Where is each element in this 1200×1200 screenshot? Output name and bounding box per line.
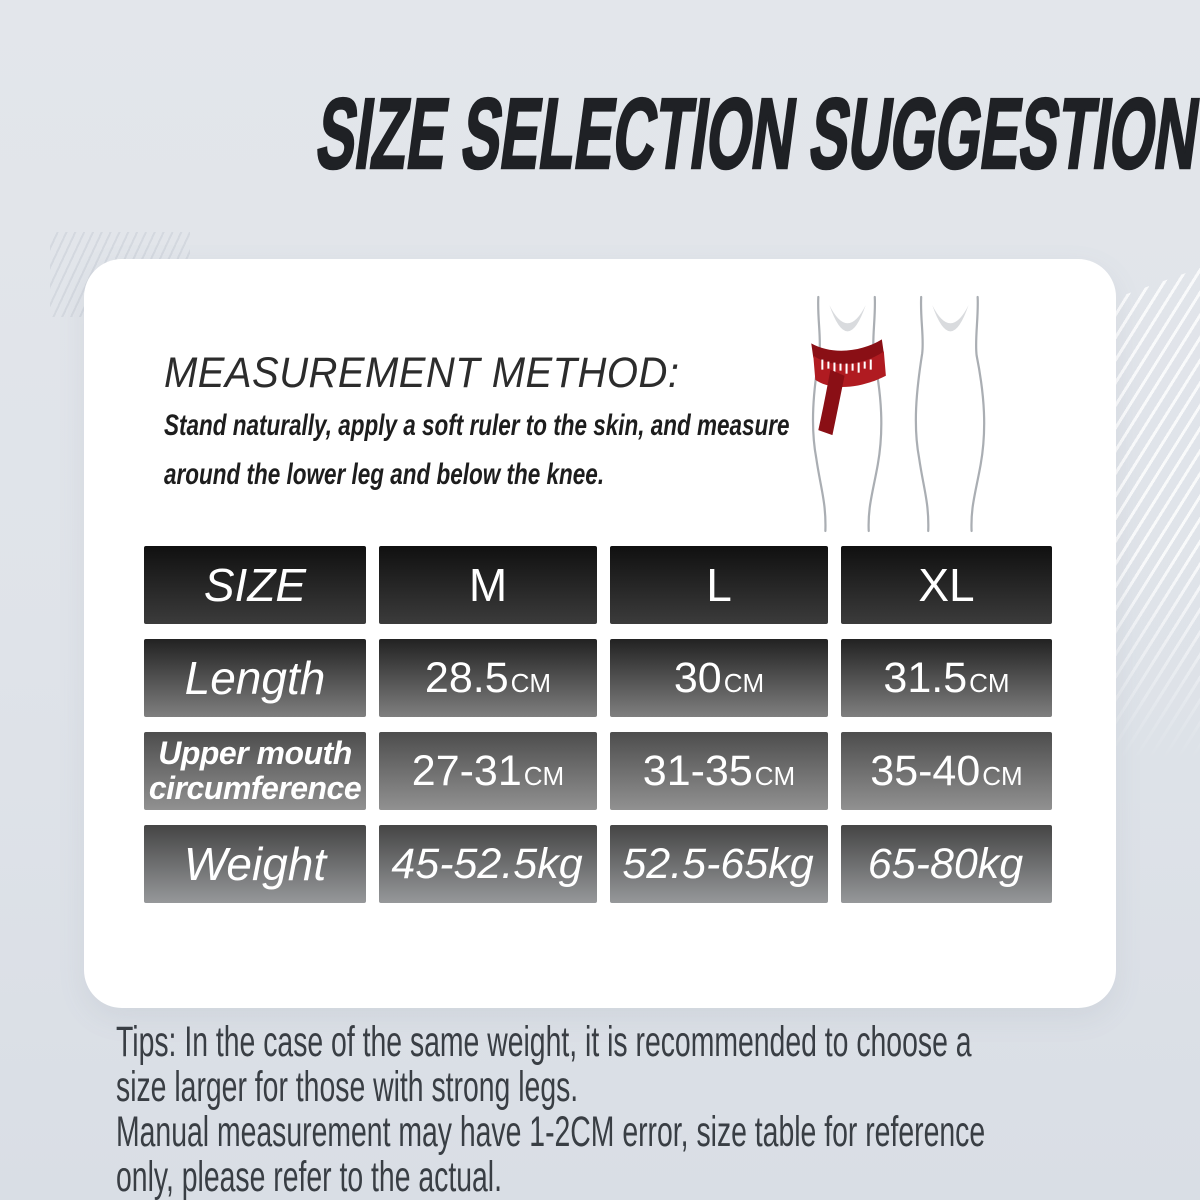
tips-line-4: only, please refer to the actual.	[116, 1153, 502, 1200]
method-description-line-1: Stand naturally, apply a soft ruler to t…	[164, 409, 790, 442]
table-header-l: L	[610, 546, 828, 624]
table-header-size: SIZE	[144, 546, 366, 624]
size-table: SIZE M L XL Length 28.5CM 30CM 31.5CM	[144, 546, 1052, 903]
measurement-method-description: Stand naturally, apply a soft ruler to t…	[164, 401, 790, 499]
legs-outline	[811, 295, 986, 533]
tape-tick-marks	[821, 359, 872, 374]
measurement-method-heading-wrap: MEASUREMENT METHOD:	[164, 349, 718, 398]
table-cell-length-m: 28.5CM	[379, 639, 597, 717]
table-cell-circumference-l: 31-35CM	[610, 732, 828, 810]
method-description-line-2: around the lower leg and below the knee.	[164, 458, 605, 491]
table-cell-length-l: 30CM	[610, 639, 828, 717]
table-cell-weight-xl: 65-80kg	[841, 825, 1052, 903]
legs-measuring-tape-illustration	[811, 295, 986, 533]
table-header-m: M	[379, 546, 597, 624]
table-row-label-upper-mouth-circumference: Upper mouth circumference	[144, 732, 366, 810]
page-title: SIZE SELECTION SUGGESTION	[0, 77, 1200, 191]
page-title-text: SIZE SELECTION SUGGESTION	[310, 77, 1200, 191]
measurement-card: MEASUREMENT METHOD: Stand naturally, app…	[84, 259, 1116, 1008]
measurement-method-heading: MEASUREMENT METHOD:	[164, 349, 680, 397]
table-cell-circumference-xl: 35-40CM	[841, 732, 1052, 810]
table-cell-weight-m: 45-52.5kg	[379, 825, 597, 903]
table-cell-weight-l: 52.5-65kg	[610, 825, 828, 903]
tips-line-1: Tips: In the case of the same weight, it…	[116, 1018, 972, 1066]
tips-line-3: Manual measurement may have 1-2CM error,…	[116, 1108, 986, 1156]
table-row-label-weight: Weight	[144, 825, 366, 903]
table-cell-circumference-m: 27-31CM	[379, 732, 597, 810]
table-cell-length-xl: 31.5CM	[841, 639, 1052, 717]
table-row-label-length: Length	[144, 639, 366, 717]
tips-text: Tips: In the case of the same weight, it…	[116, 1020, 985, 1200]
knee-fold-shading	[829, 305, 969, 332]
tips-line-2: size larger for those with strong legs.	[116, 1063, 579, 1111]
measuring-tape-icon	[811, 339, 886, 436]
table-header-xl: XL	[841, 546, 1052, 624]
